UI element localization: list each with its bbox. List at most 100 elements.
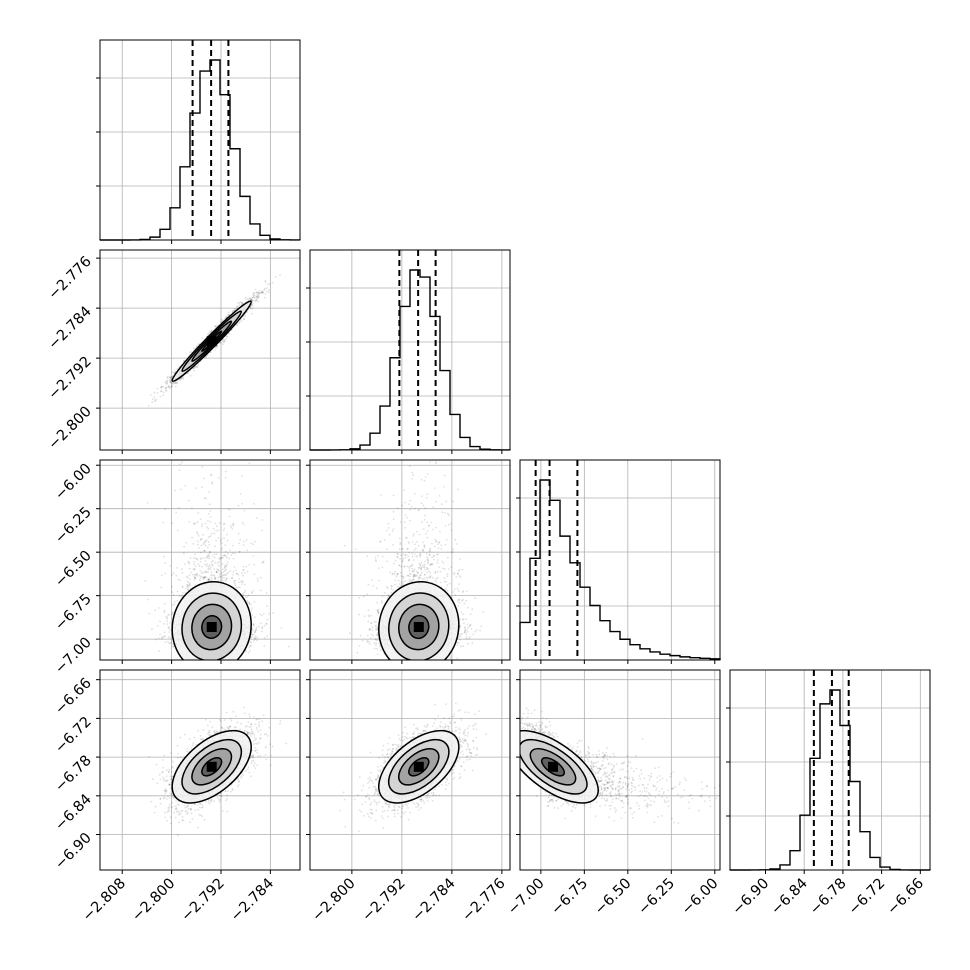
sample-point: [242, 302, 245, 305]
sample-point: [257, 296, 260, 299]
sample-point: [224, 550, 227, 553]
sample-point: [224, 544, 227, 546]
sample-point: [201, 525, 203, 528]
sample-point: [199, 579, 201, 582]
sample-point: [154, 400, 156, 403]
sample-point: [170, 379, 172, 381]
sample-point: [169, 381, 172, 383]
sample-point: [217, 477, 220, 479]
sample-point: [226, 335, 229, 338]
sample-point: [203, 477, 206, 480]
sample-point: [214, 576, 216, 579]
sample-point: [237, 302, 240, 305]
sample-point: [224, 578, 227, 581]
histogram-panel-2: [516, 459, 721, 664]
sample-point: [209, 566, 212, 569]
sample-point: [243, 317, 246, 320]
sample-point: [259, 291, 262, 294]
sample-point: [231, 310, 234, 313]
sample-point: [173, 372, 176, 374]
sample-point: [232, 544, 234, 547]
sample-point: [254, 635, 257, 637]
sample-point: [184, 563, 186, 565]
sample-point: [220, 575, 223, 578]
sample-point: [196, 365, 198, 368]
sample-point: [218, 522, 221, 524]
sample-point: [182, 376, 185, 379]
sample-point: [210, 473, 212, 476]
sample-point: [168, 385, 171, 388]
sample-point: [236, 323, 239, 326]
sample-point: [260, 630, 263, 633]
sample-point: [249, 650, 251, 652]
sample-point: [251, 307, 254, 310]
sample-point: [261, 290, 263, 293]
sample-point: [221, 572, 223, 575]
sample-point: [171, 383, 174, 386]
sample-point: [255, 295, 257, 298]
sample-point: [205, 570, 208, 573]
sample-point: [189, 351, 192, 354]
sample-point: [207, 536, 210, 539]
sample-point: [173, 372, 176, 375]
sample-point: [168, 376, 171, 378]
sample-point: [207, 554, 210, 556]
sample-point: [254, 631, 256, 633]
sample-point: [217, 576, 220, 579]
sample-point: [227, 313, 230, 316]
sample-point: [225, 315, 228, 318]
sample-point: [176, 567, 178, 569]
sample-point: [176, 529, 179, 532]
sample-point: [211, 559, 214, 562]
sample-point: [160, 636, 163, 639]
sample-point: [246, 570, 249, 573]
sample-point: [240, 319, 243, 322]
sample-point: [224, 580, 227, 582]
sample-point: [256, 291, 258, 294]
sample-point: [169, 642, 172, 645]
sample-point: [209, 579, 212, 582]
sample-point: [165, 386, 168, 389]
sample-point: [236, 305, 239, 308]
sample-point: [205, 539, 208, 542]
sample-point: [208, 544, 211, 546]
sample-point: [250, 603, 253, 606]
sample-point: [215, 529, 218, 532]
sample-point: [160, 390, 163, 393]
sample-point: [215, 347, 217, 349]
sample-point: [226, 572, 228, 575]
sample-point: [193, 576, 196, 578]
sample-point: [263, 624, 266, 627]
sample-point: [194, 565, 197, 567]
sample-point: [262, 290, 264, 293]
sample-point: [226, 556, 228, 559]
sample-point: [225, 577, 228, 580]
sample-point: [180, 488, 182, 491]
sample-point: [222, 523, 225, 525]
sample-point: [240, 302, 243, 304]
sample-point: [216, 571, 219, 574]
sample-point: [206, 563, 209, 565]
sample-point: [251, 302, 254, 304]
sample-point: [203, 454, 205, 456]
sample-point: [247, 651, 250, 654]
sample-point: [201, 523, 204, 525]
sample-point: [259, 576, 262, 579]
sample-point: [170, 377, 172, 379]
sample-point: [248, 603, 251, 605]
sample-point: [252, 555, 255, 557]
sample-point: [272, 612, 274, 614]
sample-point: [151, 401, 154, 403]
sample-point: [269, 283, 271, 285]
sample-point: [156, 391, 159, 394]
sample-point: [253, 624, 255, 626]
sample-point: [274, 275, 277, 278]
sample-point: [169, 381, 172, 384]
sample-point: [205, 497, 207, 500]
sample-point: [225, 565, 228, 568]
sample-point: [261, 614, 263, 617]
sample-point: [250, 303, 253, 306]
sample-point: [261, 291, 264, 294]
sample-point: [232, 571, 235, 573]
sample-point: [151, 398, 154, 401]
